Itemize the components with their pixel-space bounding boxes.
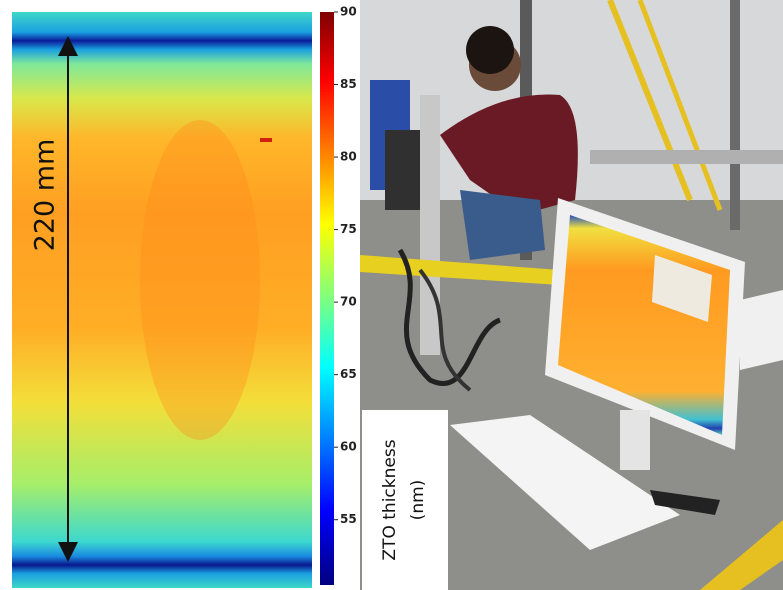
colorbar-tick-label: 60 [340,440,357,454]
colorbar [320,12,334,585]
colorbar-ticks: 55 60 65 70 75 80 85 90 [334,5,357,527]
colorbar-tick-label: 55 [340,512,357,526]
colorbar-tick-label: 75 [340,222,357,236]
colorbar-tick-label: 70 [340,295,357,309]
dimension-label: 220 mm [30,139,61,252]
figure: 220 mm 55 60 65 70 75 80 85 90 ZTO thickness (n… [0,0,783,590]
colorbar-label-unit: (nm) [408,480,428,521]
colorbar-tick-label: 90 [340,5,357,19]
map-hotspot [140,120,260,440]
map-defect [260,138,272,142]
colorbar-label: ZTO thickness [380,439,400,560]
label-panel [362,410,448,590]
colorbar-tick-label: 80 [340,150,357,164]
colorbar-tick-label: 85 [340,77,357,91]
colorbar-tick-label: 65 [340,367,357,381]
